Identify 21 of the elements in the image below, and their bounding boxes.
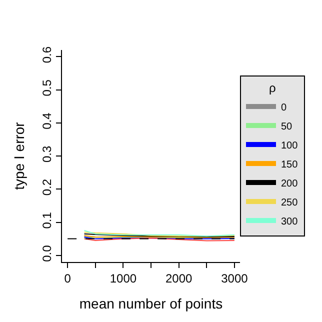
x-tick-label: 2000: [165, 271, 192, 286]
y-tick-label: 0.1: [40, 212, 54, 229]
legend-label: 150: [281, 159, 298, 170]
x-tick-label: 0: [64, 271, 72, 286]
legend-label: 100: [281, 140, 298, 152]
y-tick-label: 0.0: [40, 244, 54, 262]
y-tick-label: 0.3: [40, 146, 54, 163]
y-axis-title: type I error: [11, 122, 27, 190]
y-tick-label: 0.5: [40, 79, 54, 96]
legend-label: 250: [281, 197, 298, 208]
x-tick-label: 3000: [221, 271, 248, 286]
y-tick-label: 0.6: [40, 46, 54, 64]
y-tick-label: 0.4: [40, 112, 54, 130]
y-tick-label: 0.2: [40, 178, 54, 196]
legend-label: 300: [281, 216, 298, 228]
legend-title: ρ: [269, 81, 276, 96]
x-axis-title: mean number of points: [79, 296, 223, 312]
legend-label: 50: [281, 121, 293, 132]
legend-label: 0: [281, 102, 287, 114]
x-tick-label: 1000: [110, 271, 137, 286]
legend-label: 200: [281, 178, 298, 190]
